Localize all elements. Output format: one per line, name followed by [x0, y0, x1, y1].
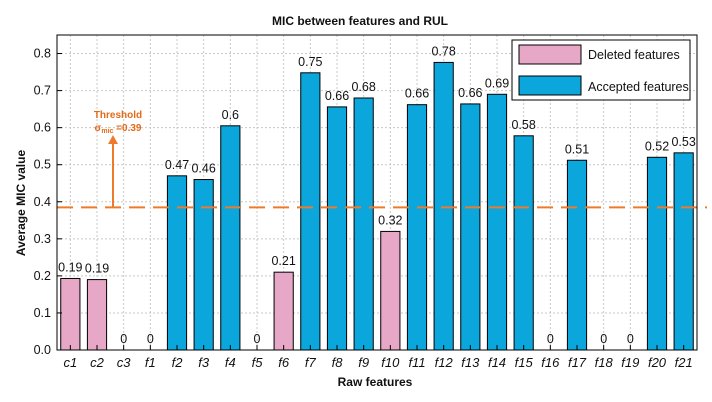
bar-f8	[326, 106, 348, 351]
value-label-c2: 0.19	[85, 262, 109, 276]
x-tick-label-f6: f6	[278, 355, 290, 370]
y-tick-label-3: 0.3	[34, 232, 51, 246]
value-label-f11: 0.66	[405, 87, 429, 101]
x-tick-label-f5: f5	[252, 355, 264, 370]
x-tick-label-f10: f10	[381, 355, 400, 370]
threshold-label: Threshold	[94, 110, 142, 121]
value-label-c1: 0.19	[58, 260, 82, 274]
x-tick-label-f14: f14	[488, 355, 506, 370]
x-tick-label-f15: f15	[515, 355, 534, 370]
y-axis-label: Average MIC value	[14, 150, 28, 257]
threshold-value: =0.39	[113, 123, 142, 134]
bar-f14	[486, 93, 508, 351]
x-tick-label-c1: c1	[63, 355, 77, 370]
x-tick-label-f18: f18	[595, 355, 614, 370]
threshold-arrowhead	[108, 135, 118, 145]
value-label-f18: 0	[600, 332, 607, 346]
value-label-f1: 0	[147, 332, 154, 346]
value-label-f9: 0.68	[351, 80, 375, 94]
x-tick-label-f17: f17	[568, 355, 587, 370]
bar-f10	[380, 230, 401, 351]
bar-f9	[353, 97, 374, 351]
bar-f21	[673, 152, 694, 351]
value-label-f10: 0.32	[378, 213, 402, 227]
plot-frame	[56, 34, 698, 351]
value-label-f2: 0.47	[165, 158, 189, 172]
bar-f15	[513, 135, 534, 351]
x-tick-label-c2: c2	[90, 355, 105, 370]
value-label-f8: 0.66	[325, 89, 349, 103]
bar-f11	[406, 104, 428, 351]
x-tick-label-f8: f8	[332, 355, 344, 370]
x-tick-label-c3: c3	[117, 355, 132, 370]
bar-c1	[60, 277, 81, 351]
y-tick-label-7: 0.7	[34, 84, 51, 98]
y-tick-label-8: 0.8	[34, 47, 51, 61]
value-label-f21: 0.53	[671, 135, 695, 149]
threshold-subscript: mic	[101, 128, 113, 135]
legend-label-accepted: Accepted features	[588, 80, 689, 94]
bar-f20	[646, 156, 668, 351]
threshold-group: Threshold σmic =0.39	[57, 110, 707, 209]
axes: 0.0 0.1 0.2 0.3 0.4 0.5 0.6 0.7 0.8 c1 c2 c3 f1 f2 f3 f…	[34, 34, 698, 370]
bar-f6	[273, 271, 294, 351]
value-label-f16: 0	[547, 332, 554, 346]
x-tick-label-f21: f21	[675, 355, 693, 370]
x-tick-label-f7: f7	[305, 355, 317, 370]
value-label-f19: 0	[627, 332, 634, 346]
x-tick-label-f11: f11	[408, 355, 425, 370]
chart-title: MIC between features and RUL	[272, 14, 448, 28]
value-label-c3: 0	[120, 332, 127, 346]
threshold-sigma: σ	[95, 123, 102, 134]
legend: Deleted features Accepted features	[511, 39, 691, 101]
bar-f12	[433, 61, 454, 351]
bar-f17	[566, 159, 588, 351]
legend-swatch-accepted	[518, 75, 582, 96]
value-label-f15: 0.58	[511, 118, 535, 132]
value-label-f4: 0.6	[222, 108, 239, 122]
y-tick-label-6: 0.6	[34, 121, 51, 135]
bar-f4	[220, 125, 241, 351]
y-tick-label-0: 0.0	[34, 343, 51, 357]
x-axis-label: Raw features	[338, 375, 413, 389]
bar-c2	[86, 279, 108, 351]
value-label-f7: 0.75	[298, 55, 322, 69]
x-tick-label-f2: f2	[172, 355, 184, 370]
bar-f13	[460, 103, 481, 351]
x-tick-label-f12: f12	[435, 355, 454, 370]
value-label-f13: 0.66	[458, 86, 482, 100]
x-tick-label-f3: f3	[198, 355, 210, 370]
threshold-value-label: σmic =0.39	[95, 123, 142, 135]
x-tick-label-f9: f9	[358, 355, 369, 370]
x-tick-label-f1: f1	[145, 355, 156, 370]
value-label-f14: 0.69	[485, 76, 509, 90]
value-label-f3: 0.46	[191, 162, 215, 176]
value-label-f20: 0.52	[645, 139, 669, 153]
y-tick-label-4: 0.4	[34, 195, 51, 209]
value-label-f5: 0	[254, 332, 261, 346]
value-label-f6: 0.21	[271, 254, 295, 268]
bar-f2	[166, 175, 188, 351]
y-tick-label-5: 0.5	[34, 158, 51, 172]
bar-f7	[300, 72, 321, 351]
x-tick-label-f4: f4	[225, 355, 236, 370]
bars	[60, 61, 694, 351]
y-tick-label-2: 0.2	[34, 269, 51, 283]
x-tick-label-f19: f19	[621, 355, 639, 370]
x-tick-label-f20: f20	[648, 355, 667, 370]
x-tick-label-f16: f16	[541, 355, 560, 370]
legend-swatch-deleted	[518, 44, 582, 65]
y-tick-label-1: 0.1	[34, 306, 51, 320]
value-label-f12: 0.78	[431, 44, 455, 58]
value-label-f17: 0.51	[565, 142, 589, 156]
bar-f3	[193, 179, 214, 351]
value-labels: 0.19 0.190 00.47 0.460.600.210.750.660.680.…	[58, 44, 696, 346]
x-tick-label-f13: f13	[461, 355, 480, 370]
legend-label-deleted: Deleted features	[588, 48, 680, 62]
